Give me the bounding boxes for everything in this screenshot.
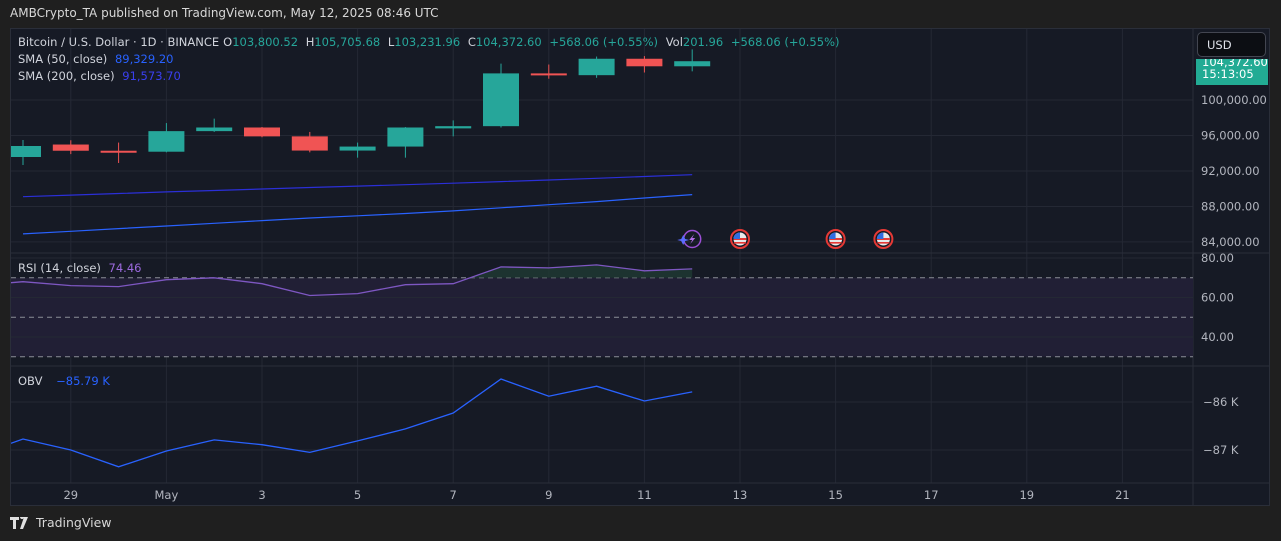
price-axis-label: 84,000.00 — [1201, 235, 1260, 249]
time-axis-label: 19 — [1019, 488, 1034, 502]
obv-line — [11, 378, 693, 468]
symbol-title[interactable]: Bitcoin / U.S. Dollar · 1D · BINANCE — [18, 35, 220, 49]
time-axis-label: 15 — [828, 488, 843, 502]
volume-change: +568.06 (+0.55%) — [730, 35, 840, 49]
candle-body — [674, 61, 711, 67]
candle-body — [11, 145, 41, 157]
time-axis-label: 17 — [924, 488, 939, 502]
low-value: 103,231.96 — [394, 35, 461, 49]
candle-body — [626, 58, 663, 67]
candle-body — [291, 136, 328, 151]
obv-legend[interactable]: OBV −85.79 K — [18, 374, 110, 388]
candle-body — [339, 146, 376, 151]
time-axis-label: May — [155, 488, 179, 502]
rsi-axis-label: 40.00 — [1201, 330, 1234, 344]
candle-body — [435, 126, 472, 129]
flag-canton — [876, 232, 884, 239]
rsi-line — [11, 264, 693, 297]
flag-canton — [829, 232, 836, 239]
change-value: +568.06 (+0.55%) — [549, 35, 659, 49]
flag-stripes — [733, 238, 747, 244]
high-value: 105,705.68 — [314, 35, 381, 49]
candle-body — [530, 73, 567, 76]
sma200-legend[interactable]: SMA (200, close) 91,573.70 — [18, 69, 181, 83]
sparkle-icon — [677, 235, 690, 245]
tradingview-logo[interactable]: TradingView — [10, 515, 112, 530]
candle-body — [52, 144, 89, 151]
chart-canvas[interactable]: 29 May 3 5 7 9 11 13 15 17 19 21 100,000.00 96,000.00… — [11, 29, 1270, 506]
rsi-legend[interactable]: RSI (14, close) 74.46 — [18, 261, 142, 275]
time-axis-label: 21 — [1115, 488, 1130, 502]
flag-stripes — [829, 238, 843, 244]
obv-axis-label: −86 K — [1203, 395, 1239, 409]
chart-panel[interactable]: 29 May 3 5 7 9 11 13 15 17 19 21 100,000.00 96,000.00… — [10, 28, 1270, 506]
candle-body — [148, 131, 185, 152]
price-axis-label: 100,000.00 — [1201, 93, 1267, 107]
volume-value: 201.96 — [682, 35, 724, 49]
close-value: 104,372.60 — [475, 35, 542, 49]
time-axis-label: 7 — [450, 488, 457, 502]
flag-canton — [733, 232, 740, 239]
sma200-line — [22, 174, 693, 198]
candle-body — [244, 127, 280, 137]
candle-body — [100, 150, 137, 153]
flag-stripes — [876, 238, 890, 244]
sma50-line — [22, 194, 693, 235]
tradingview-logo-icon — [10, 516, 28, 529]
candle-body — [578, 58, 615, 76]
publisher-line: AMBCrypto_TA published on TradingView.co… — [10, 6, 439, 20]
time-axis-label: 5 — [354, 488, 361, 502]
obv-axis-label: −87 K — [1203, 443, 1239, 457]
price-axis-label: 92,000.00 — [1201, 164, 1260, 178]
rsi-axis-label: 60.00 — [1201, 291, 1234, 305]
time-axis-label: 11 — [637, 488, 652, 502]
sma50-legend[interactable]: SMA (50, close) 89,329.20 — [18, 52, 174, 66]
candle-body — [387, 127, 424, 147]
time-axis-label: 29 — [63, 488, 78, 502]
time-axis-label: 3 — [258, 488, 265, 502]
candle-body — [483, 73, 519, 127]
rsi-band — [11, 277, 1193, 357]
rsi-axis-label: 80.00 — [1201, 251, 1234, 265]
time-axis-label: 9 — [545, 488, 552, 502]
price-axis-label: 88,000.00 — [1201, 199, 1260, 213]
price-axis-label: 96,000.00 — [1201, 128, 1260, 142]
open-value: 103,800.52 — [232, 35, 299, 49]
last-price-badge: 104,372.60 15:13:05 — [1196, 59, 1268, 85]
rsi-overbought-fill — [470, 264, 693, 278]
candle-body — [196, 127, 233, 132]
currency-button[interactable]: USD — [1197, 32, 1266, 57]
lightning-glyph — [689, 234, 696, 244]
time-axis-label: 13 — [733, 488, 748, 502]
symbol-legend: Bitcoin / U.S. Dollar · 1D · BINANCE O103… — [18, 35, 840, 49]
